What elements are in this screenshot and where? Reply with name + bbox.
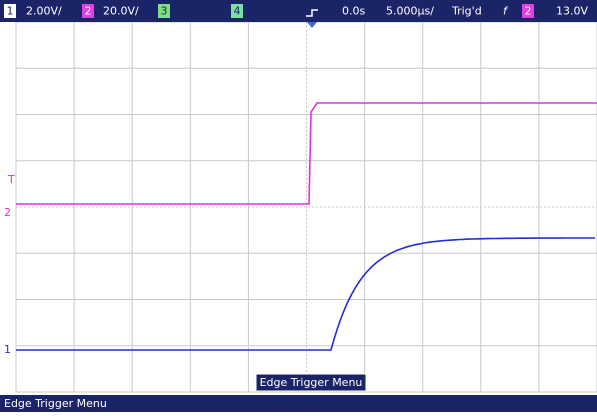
footer-bar: [0, 395, 597, 412]
trigger-slope: f: [503, 5, 509, 18]
ch2-label: 2: [85, 5, 92, 18]
trigger-source-badge: [522, 4, 534, 18]
ch3-label: 3: [161, 5, 168, 18]
ch1-badge: [4, 4, 16, 18]
trigger-level: 13.0V: [556, 5, 588, 18]
footer-title: Edge Trigger Menu: [4, 397, 107, 410]
status-bar: [0, 0, 597, 22]
trigger-position: [307, 22, 317, 28]
time-scale: 5.000µs/: [386, 5, 434, 18]
time-delay: 0.0s: [342, 5, 365, 18]
ch1-scale: 2.00V/: [26, 5, 62, 18]
trigger-state: Trig'd: [451, 5, 482, 18]
ch2-ground-marker: 2: [4, 206, 11, 219]
ch4-label: 4: [234, 5, 241, 18]
ch2-badge: [82, 4, 94, 18]
ch3-badge: [158, 4, 170, 18]
menu-label: Edge Trigger Menu: [260, 376, 363, 389]
trigger-icon: [306, 9, 318, 17]
trigger-level-marker: T: [7, 173, 15, 186]
ch1-label: 1: [7, 5, 14, 18]
ch1-ground-marker: 1: [4, 343, 11, 356]
ch1-waveform: [16, 237, 595, 351]
menu-label-box: [255, 373, 367, 392]
ch2-scale: 20.0V/: [103, 5, 139, 18]
ch4-badge: [231, 4, 243, 18]
trigger-source: 2: [525, 5, 532, 18]
ch2-waveform: [16, 102, 597, 205]
